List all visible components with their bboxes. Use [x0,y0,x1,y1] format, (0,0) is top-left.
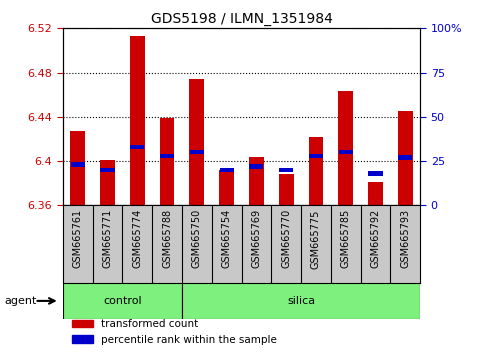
Bar [159,118,174,205]
Bar [100,160,115,205]
Bar [190,150,204,154]
Bar [100,168,114,172]
Text: GSM665761: GSM665761 [72,209,83,268]
Bar [71,162,85,167]
Bar [279,168,293,172]
Text: GSM665769: GSM665769 [251,209,261,268]
Bar [220,168,234,172]
Text: GSM665754: GSM665754 [222,209,232,268]
Bar [130,36,145,205]
Text: GSM665792: GSM665792 [370,209,381,268]
Bar [189,79,204,205]
Text: GSM665750: GSM665750 [192,209,202,268]
Bar [249,164,263,169]
Bar [70,131,85,205]
Bar [309,137,324,205]
Bar [398,155,412,160]
Bar [369,171,383,176]
Bar [160,154,174,158]
Text: GSM665770: GSM665770 [281,209,291,268]
Bar [368,182,383,205]
Bar [279,175,294,205]
Text: GSM665785: GSM665785 [341,209,351,268]
Text: GSM665775: GSM665775 [311,209,321,269]
Legend: transformed count, percentile rank within the sample: transformed count, percentile rank withi… [68,315,282,349]
Bar [130,145,144,149]
Text: agent: agent [5,296,37,306]
Text: GSM665793: GSM665793 [400,209,411,268]
Bar [339,150,353,154]
Bar [249,157,264,205]
Bar [63,283,182,319]
Text: GSM665774: GSM665774 [132,209,142,268]
Bar [182,283,420,319]
Bar [338,91,353,205]
Bar [398,111,413,205]
Title: GDS5198 / ILMN_1351984: GDS5198 / ILMN_1351984 [151,12,332,26]
Bar [309,154,323,158]
Text: control: control [103,296,142,306]
Bar [219,170,234,205]
Text: silica: silica [287,296,315,306]
Text: GSM665788: GSM665788 [162,209,172,268]
Text: GSM665771: GSM665771 [102,209,113,268]
